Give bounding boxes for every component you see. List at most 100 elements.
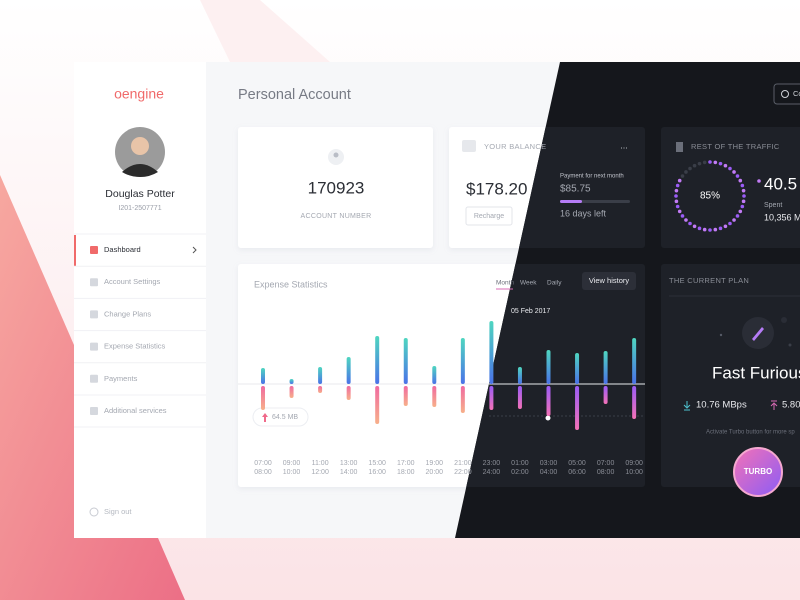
chart-tab[interactable]: Month <box>496 280 514 287</box>
nav-item[interactable]: Dashboard <box>104 245 141 254</box>
avatar-shirt <box>122 164 158 177</box>
progress-fill <box>560 200 582 203</box>
view-history-button[interactable] <box>582 272 636 290</box>
nav-item[interactable]: Account Settings <box>104 277 161 286</box>
ring-dot <box>697 226 702 231</box>
time-label: 09:00 <box>283 460 301 467</box>
ring-dot <box>732 218 736 222</box>
upload-bar <box>460 338 465 384</box>
upload-bar <box>346 357 351 384</box>
time-label: 04:00 <box>540 469 558 476</box>
time-label: 10:00 <box>283 469 301 476</box>
recharge-button[interactable] <box>465 206 513 226</box>
ring-dot <box>677 178 682 183</box>
download-bar <box>546 386 551 416</box>
recharge-label[interactable]: Recharge <box>474 213 504 220</box>
nav-item[interactable]: Expense Statistics <box>104 342 166 351</box>
time-label: 24:00 <box>483 469 501 476</box>
view-history-label[interactable]: View history <box>589 276 630 285</box>
ring-dot <box>723 224 728 229</box>
time-label: 03:00 <box>540 460 558 467</box>
traffic-percent: 85% <box>700 191 720 202</box>
active-indicator <box>74 235 76 266</box>
download-bar <box>375 386 380 424</box>
star <box>719 333 723 337</box>
time-label: 22:00 <box>454 469 472 476</box>
ring-dot <box>732 170 736 174</box>
user-name: Douglas Potter <box>105 188 175 200</box>
upload-bar <box>489 321 494 384</box>
ring-dot <box>675 204 680 209</box>
plan-note: Activate Turbo button for more sp <box>706 430 795 436</box>
card <box>455 264 645 487</box>
time-label: 06:00 <box>568 469 586 476</box>
ring-dot <box>728 221 732 226</box>
upload-bar <box>432 366 437 384</box>
ring-dot <box>718 226 723 231</box>
download-bar <box>517 386 522 409</box>
time-label: 18:00 <box>397 469 415 476</box>
turbo-label[interactable]: TURBO <box>744 467 772 476</box>
download-bar <box>432 386 437 407</box>
nav-item[interactable]: Additional services <box>104 406 167 415</box>
upload-bar <box>603 351 608 384</box>
download-bar <box>460 386 465 413</box>
star <box>781 317 787 323</box>
backdrop-shape <box>200 0 330 62</box>
account-icon <box>333 152 339 158</box>
turbo-button[interactable] <box>733 447 783 497</box>
download-bar <box>632 386 637 419</box>
download-bar <box>261 386 265 410</box>
upload-bar <box>289 379 294 384</box>
upload-icon <box>770 400 778 410</box>
ring-dot <box>735 174 740 178</box>
download-bar <box>346 386 351 400</box>
nav-item[interactable]: Change Plans <box>104 309 151 318</box>
ring-dot <box>688 166 692 171</box>
nav-item[interactable]: Payments <box>104 374 138 383</box>
time-label: 12:00 <box>311 469 329 476</box>
ring-dot <box>692 224 697 229</box>
balance-title: YOUR BALANCE <box>484 142 546 151</box>
spent-label: Spent <box>764 202 782 209</box>
ring-dot <box>742 194 746 198</box>
time-label: 14:00 <box>340 469 358 476</box>
ring-dot <box>684 170 688 174</box>
header-button-label[interactable]: Co <box>793 89 800 98</box>
time-label: 05:00 <box>568 460 586 467</box>
ring-dot <box>677 209 682 214</box>
star <box>788 343 792 347</box>
time-label: 23:00 <box>483 460 501 467</box>
upload-bar <box>546 350 551 384</box>
ring-dot <box>713 227 718 232</box>
header-button[interactable] <box>773 83 800 105</box>
sign-out[interactable]: Sign out <box>104 507 132 516</box>
download-bar <box>318 386 323 393</box>
time-label: 16:00 <box>368 469 386 476</box>
download-bar <box>603 386 608 404</box>
tooltip-icon <box>262 413 268 422</box>
chart-tab[interactable]: Week <box>520 280 537 287</box>
ring-dot <box>741 199 746 204</box>
time-label: 10:00 <box>625 469 643 476</box>
chart-tab[interactable]: Daily <box>547 280 562 287</box>
rocket-icon <box>752 327 764 341</box>
ring-dot <box>688 221 692 226</box>
upload-bar <box>575 353 580 384</box>
ring-marker <box>757 179 761 183</box>
ring-dot <box>697 161 702 166</box>
ring-dot <box>713 160 718 165</box>
time-label: 09:00 <box>625 460 643 467</box>
download-bar <box>403 386 408 406</box>
header-button-icon <box>781 90 789 98</box>
ring-dot <box>738 209 743 214</box>
download-bar <box>289 386 294 398</box>
download-bar <box>575 386 580 430</box>
time-label: 13:00 <box>340 460 358 467</box>
time-label: 07:00 <box>254 460 272 467</box>
nav-icon <box>90 342 98 351</box>
chart-title: Expense Statistics <box>254 279 328 289</box>
nav-icon <box>90 246 98 254</box>
balance-menu: ... <box>620 140 628 150</box>
